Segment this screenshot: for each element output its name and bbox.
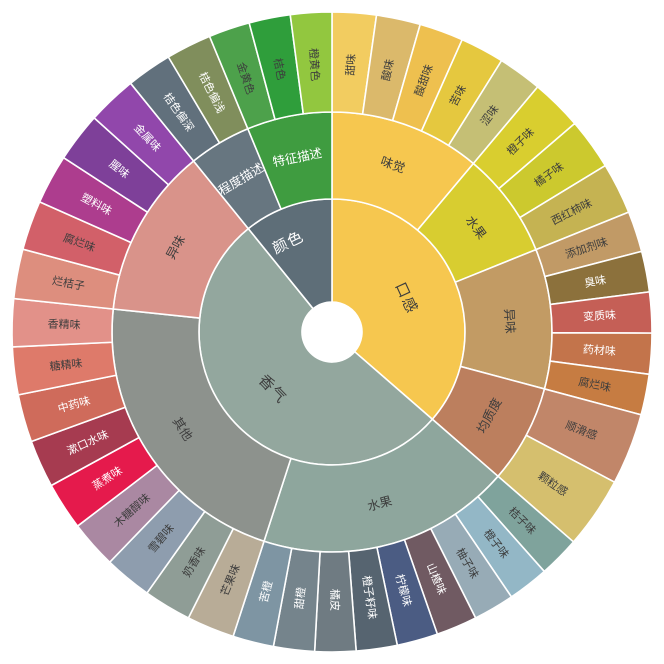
sunburst-segment-橙黄色[interactable] (289, 11, 333, 115)
sunburst-segment-橘皮[interactable] (313, 550, 357, 653)
